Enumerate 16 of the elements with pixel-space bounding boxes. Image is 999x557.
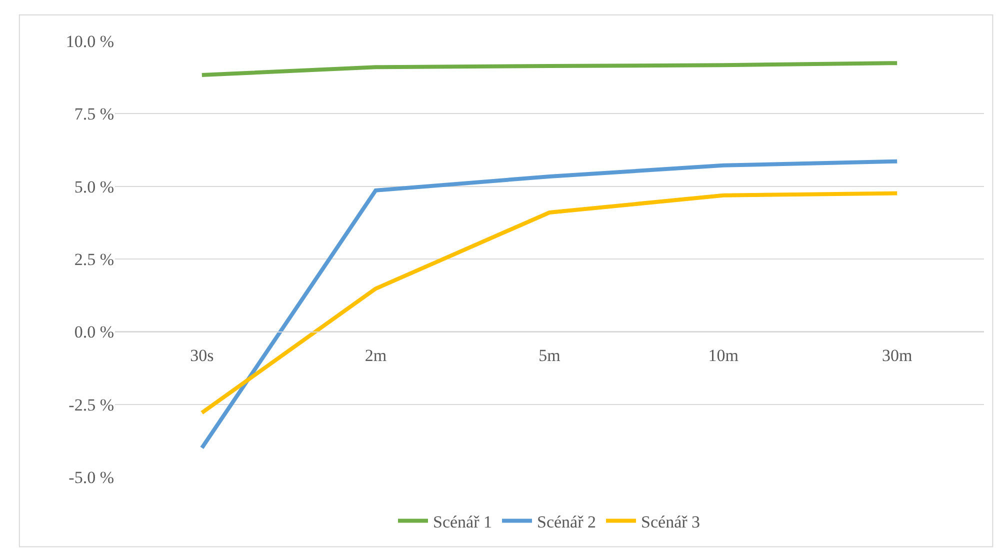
legend-label: Scénář 3: [641, 512, 700, 532]
x-tick-label: 5m: [538, 346, 560, 366]
x-tick-label: 30m: [882, 346, 912, 366]
y-tick-label: 5.0 %: [74, 177, 114, 196]
legend-label: Scénář 1: [433, 512, 492, 532]
y-tick-label: 2.5 %: [74, 250, 114, 269]
legend-label: Scénář 2: [537, 512, 596, 532]
y-tick-label: 7.5 %: [74, 104, 114, 124]
y-tick-label: -2.5 %: [68, 395, 114, 414]
x-tick-label: 10m: [708, 346, 738, 366]
x-tick-label: 30s: [190, 346, 214, 366]
y-tick-label: 0.0 %: [74, 322, 114, 342]
x-tick-label: 2m: [364, 346, 387, 366]
y-tick-label: 10.0 %: [66, 32, 114, 51]
line-series: [200, 61, 900, 78]
y-tick-label: -5.0 %: [68, 468, 114, 487]
